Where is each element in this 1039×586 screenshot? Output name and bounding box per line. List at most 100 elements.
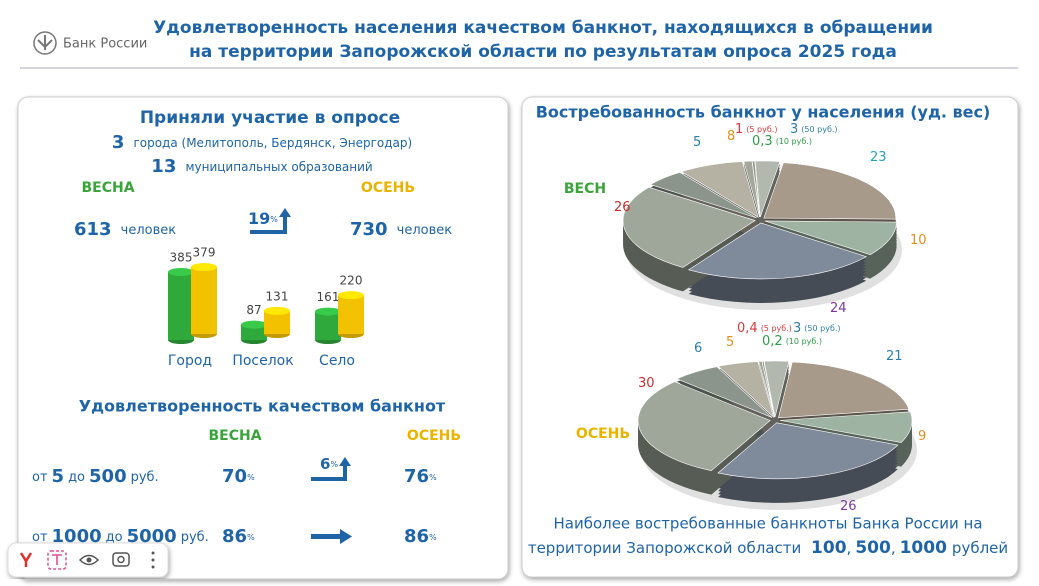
value: 70	[222, 466, 247, 487]
slice-value: 26	[614, 200, 631, 215]
translate-glyph	[52, 554, 62, 565]
growth-value: 19	[248, 209, 270, 228]
slice-label: 3 (50 руб.)	[790, 122, 838, 137]
pie-slice	[751, 160, 761, 218]
bar-value: 87	[246, 303, 261, 317]
pie-slice	[717, 361, 775, 419]
autumn-value: 76%	[404, 466, 437, 487]
currency: руб.	[181, 530, 209, 545]
category-label: Поселок	[232, 353, 293, 369]
slice-note: (50 руб.)	[804, 324, 840, 333]
pie-slice	[637, 381, 771, 471]
bar-value: 385	[170, 251, 193, 265]
people-unit: человек	[397, 223, 453, 238]
slice-value: 5	[693, 135, 701, 150]
satisfaction-title: Удовлетворенность качеством банкнот	[79, 397, 446, 416]
pie-slice	[763, 162, 897, 220]
spring-label: ВЕСНА	[81, 180, 134, 196]
slice-label: 1 (5 руб.)	[735, 122, 777, 137]
bar	[241, 324, 267, 340]
slice-label: 26	[614, 200, 631, 215]
pie-slice	[680, 161, 759, 218]
pie-slice	[622, 186, 756, 268]
denomination: 500	[855, 538, 891, 558]
title-line: на территории Запорожской области по рез…	[189, 42, 897, 62]
spring-count-line: 613 человек	[74, 219, 176, 240]
value: 76	[404, 466, 429, 487]
bar	[191, 267, 217, 334]
to: до	[106, 530, 123, 545]
row-label: от 1000 до 5000 руб.	[32, 526, 209, 547]
high: 500	[89, 466, 127, 487]
growth-arrow	[250, 216, 287, 234]
spring-count: 613	[74, 219, 112, 240]
autumn-label: ОСЕНЬ	[361, 180, 415, 196]
spring-label: ВЕСНА	[208, 428, 261, 444]
low: 1000	[52, 526, 102, 547]
slice-label: 26	[840, 499, 857, 514]
high: 5000	[127, 526, 177, 547]
slice-value: 30	[638, 376, 655, 391]
slice-value: 5	[726, 335, 734, 350]
menu-dot	[151, 565, 155, 569]
browser-icon[interactable]	[19, 552, 33, 567]
from: от	[32, 530, 48, 545]
toolbar	[7, 542, 169, 578]
lens-icon[interactable]	[112, 552, 130, 567]
footer-line: Наиболее востребованные банкноты Банка Р…	[553, 515, 982, 533]
bar-top	[338, 291, 364, 300]
percent-sign: %	[247, 533, 255, 542]
value: 86	[404, 526, 429, 547]
slice-value: 3	[793, 321, 801, 336]
pie-slice	[779, 411, 913, 443]
bar-top	[315, 307, 341, 316]
slice-label: 0,4 (5 руб.)	[737, 321, 792, 336]
autumn-count-line: 730 человек	[350, 219, 452, 240]
spring-value: 86%	[222, 526, 255, 547]
municipal-line: 13 муниципальных образований	[151, 156, 372, 177]
change-arrow-head	[339, 457, 351, 466]
pie-slice	[717, 422, 899, 480]
season-label: ВЕСН	[564, 181, 606, 197]
slice-note: (50 руб.)	[801, 125, 837, 134]
slice-note: (10 руб.)	[786, 337, 822, 346]
slice-value: 26	[840, 499, 857, 514]
cities-line: 3 города (Мелитополь, Бердянск, Энергода…	[112, 132, 412, 153]
growth-arrow-head	[279, 208, 291, 217]
bar-top	[264, 306, 290, 315]
bar	[264, 310, 290, 334]
pie-slice	[649, 171, 757, 219]
people-unit: человек	[121, 223, 177, 238]
translate-icon[interactable]	[47, 550, 67, 570]
slice-value: 0,2	[762, 334, 783, 349]
menu-dot[interactable]	[151, 551, 155, 555]
cities-count: 3	[112, 132, 125, 153]
slice-value: 21	[886, 349, 903, 364]
slice-value: 1	[735, 122, 743, 137]
slice-note: (5 руб.)	[761, 324, 792, 333]
bar-value: 161	[317, 290, 340, 304]
slice-label: 5	[726, 335, 734, 350]
flat-arrow-head	[340, 529, 352, 544]
slice-label: 23	[870, 150, 887, 165]
lens-circle	[117, 555, 125, 564]
footer-text: территории Запорожской области	[528, 539, 801, 557]
denomination: 1000	[900, 538, 947, 558]
title-line: Удовлетворенность населения качеством ба…	[153, 18, 933, 38]
pies: 1 (5 руб.)0,3 (10 руб.)3 (50 руб.)231024265…	[564, 122, 927, 514]
demand-title: Востребованность банкнот у населения (уд…	[536, 103, 991, 122]
autumn-count: 730	[350, 219, 388, 240]
slice-value: 9	[918, 429, 926, 444]
satisfaction-rows: от 5 до 500 руб. 70% 76%6%от 1000 до 5000 руб. 86% 8…	[32, 455, 437, 548]
participants-chart: Город Поселок Село 385 87 161 379 131 220	[168, 246, 364, 369]
bar-top	[241, 320, 267, 329]
bar	[315, 311, 341, 340]
bar-top	[168, 268, 194, 276]
slice-value: 0,4	[737, 321, 758, 336]
bar-value: 131	[266, 289, 289, 303]
logo: Банк России	[33, 31, 147, 55]
value: 6	[320, 455, 330, 473]
view-icon[interactable]	[78, 554, 100, 566]
unit: рублей	[952, 539, 1008, 557]
currency: руб.	[131, 470, 159, 485]
